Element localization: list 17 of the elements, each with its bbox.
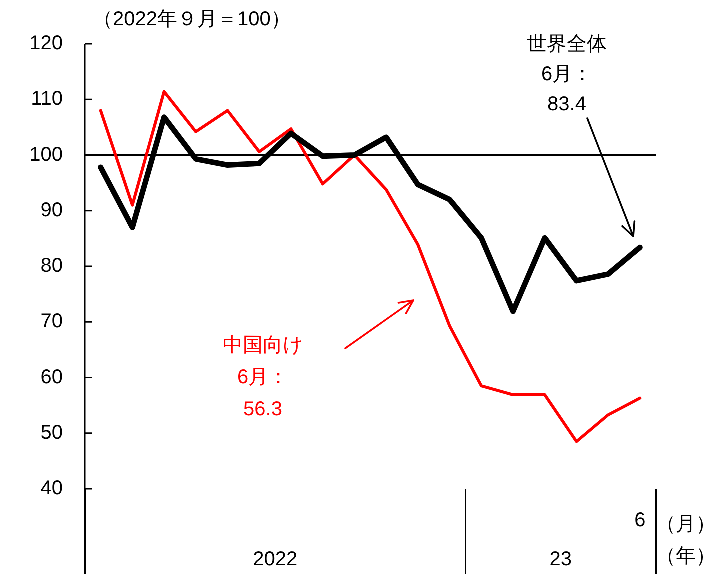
y-tick-label: 90: [40, 199, 63, 222]
y-tick-label: 120: [30, 32, 63, 55]
y-tick-label: 50: [40, 422, 63, 444]
y-tick-label: 100: [30, 144, 63, 166]
y-tick-label: 70: [40, 310, 63, 333]
x-tick-label: 6: [634, 510, 646, 532]
y-tick-label: 80: [40, 255, 63, 278]
y-tick-label: 40: [40, 478, 63, 500]
y-axis-title: （2022年９月＝100）: [93, 8, 291, 31]
y-tick-label: 110: [31, 88, 63, 110]
annotation: 世界全体 6月： 83.4: [527, 34, 607, 116]
y-tick-label: 60: [40, 366, 63, 388]
text: 23: [550, 548, 572, 571]
text: （年）: [656, 546, 716, 568]
text: 2022: [253, 548, 298, 571]
annotation: 中国向け 6月： 56.3: [223, 334, 303, 421]
x-axis-title: （月）: [656, 514, 716, 536]
